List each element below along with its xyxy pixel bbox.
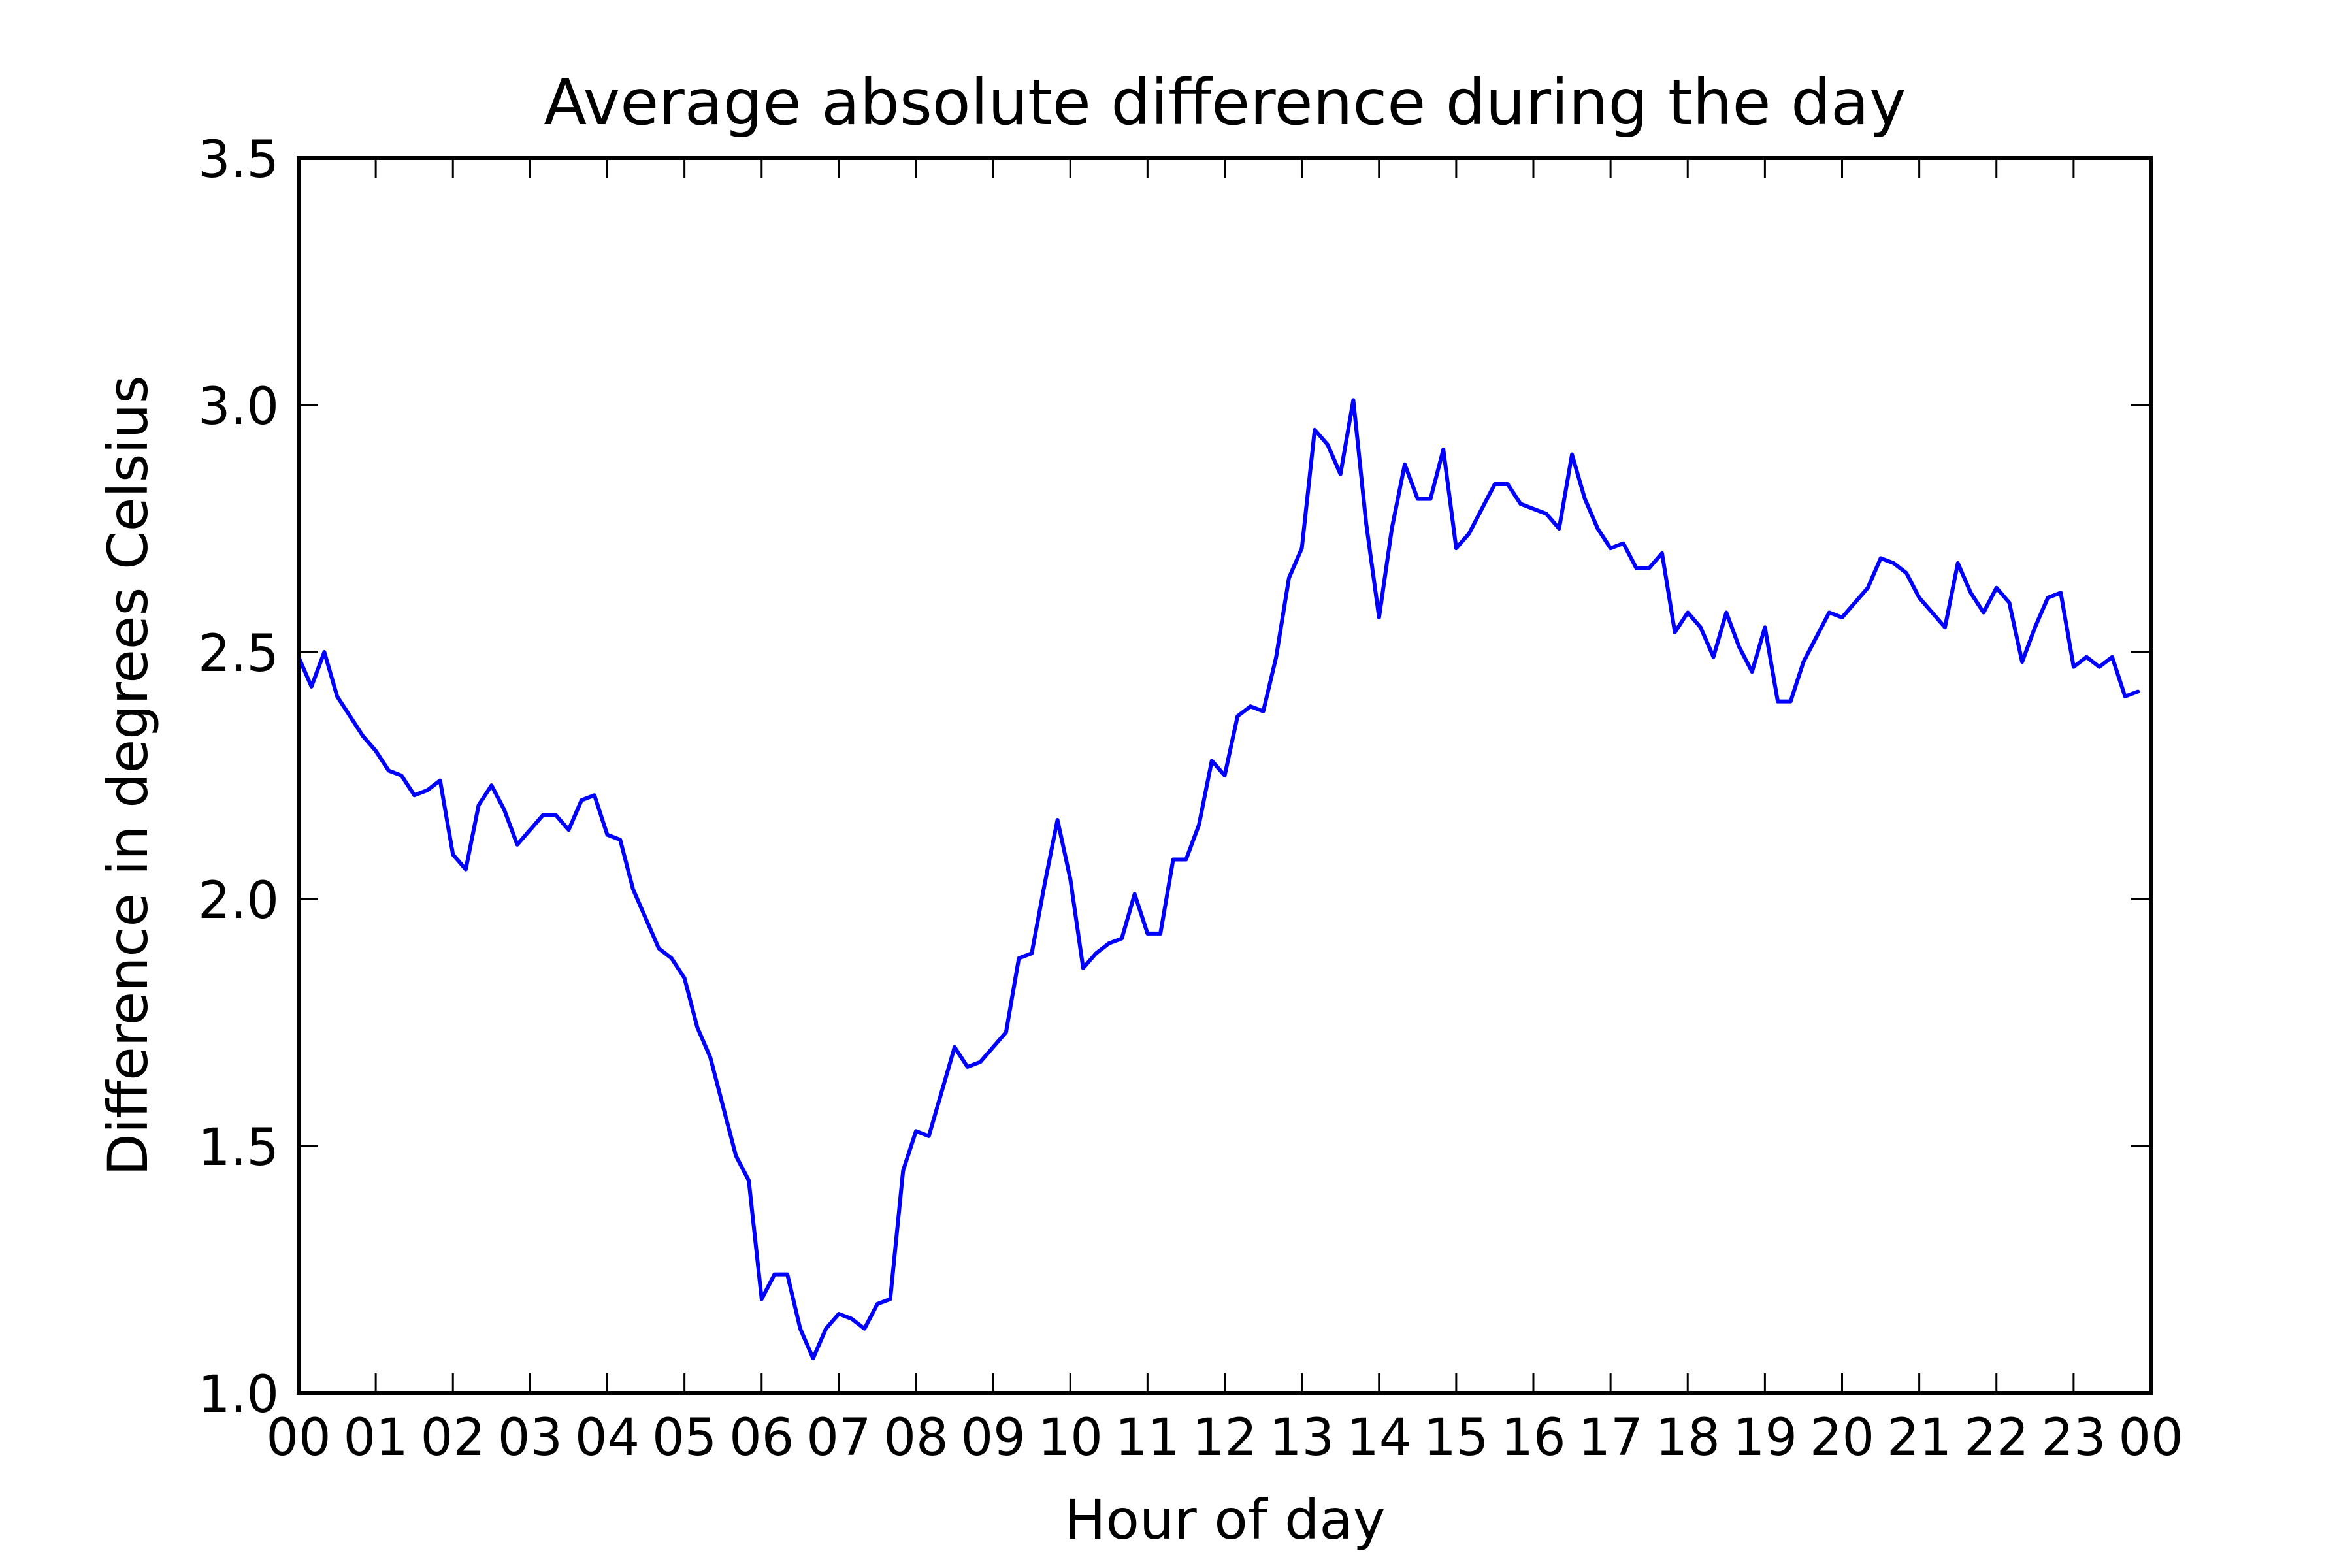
y-tick-label: 3.0 (198, 378, 279, 436)
x-tick-label: 01 (343, 1409, 408, 1467)
x-tick-label: 13 (1269, 1409, 1334, 1467)
x-tick-label: 20 (1810, 1409, 1874, 1467)
y-tick-label: 3.5 (198, 131, 279, 189)
x-tick-label: 00 (2118, 1409, 2183, 1467)
x-tick-label: 09 (960, 1409, 1025, 1467)
x-tick-label: 19 (1733, 1409, 1797, 1467)
x-tick-label: 03 (498, 1409, 563, 1467)
x-tick-label: 00 (266, 1409, 331, 1467)
x-axis-ticks: 00 01 02 03 04 05 06 07 08 09 10 11 12 13 14 15 16 17 18 19… (266, 158, 2183, 1467)
x-tick-label: 02 (421, 1409, 485, 1467)
x-tick-label: 11 (1115, 1409, 1180, 1467)
series-line (297, 398, 2140, 1361)
x-tick-label: 06 (729, 1409, 794, 1467)
chart-title: Average absolute difference during the d… (544, 66, 1906, 139)
x-tick-label: 15 (1424, 1409, 1488, 1467)
x-tick-label: 17 (1578, 1409, 1642, 1467)
x-tick-label: 18 (1656, 1409, 1720, 1467)
plot-frame (297, 156, 2153, 1395)
x-tick-label: 05 (652, 1409, 717, 1467)
x-axis-label: Hour of day (1064, 1488, 1385, 1552)
x-tick-label: 10 (1038, 1409, 1103, 1467)
y-tick-label: 1.5 (198, 1119, 279, 1177)
x-tick-label: 07 (806, 1409, 871, 1467)
x-tick-label: 08 (883, 1409, 948, 1467)
y-tick-label: 2.0 (198, 872, 279, 930)
y-tick-label: 2.5 (198, 625, 279, 683)
x-tick-label: 21 (1887, 1409, 1952, 1467)
x-tick-label: 04 (575, 1409, 640, 1467)
y-axis-label: Difference in degrees Celsius (96, 375, 160, 1176)
y-tick-label: 1.0 (198, 1365, 279, 1424)
x-tick-label: 23 (2041, 1409, 2106, 1467)
x-tick-label: 22 (1964, 1409, 2029, 1467)
x-tick-label: 14 (1347, 1409, 1411, 1467)
x-tick-label: 12 (1192, 1409, 1257, 1467)
x-tick-label: 16 (1501, 1409, 1565, 1467)
y-axis-ticks: 1.0 1.5 2.0 2.5 3.0 3.5 (198, 131, 2151, 1424)
